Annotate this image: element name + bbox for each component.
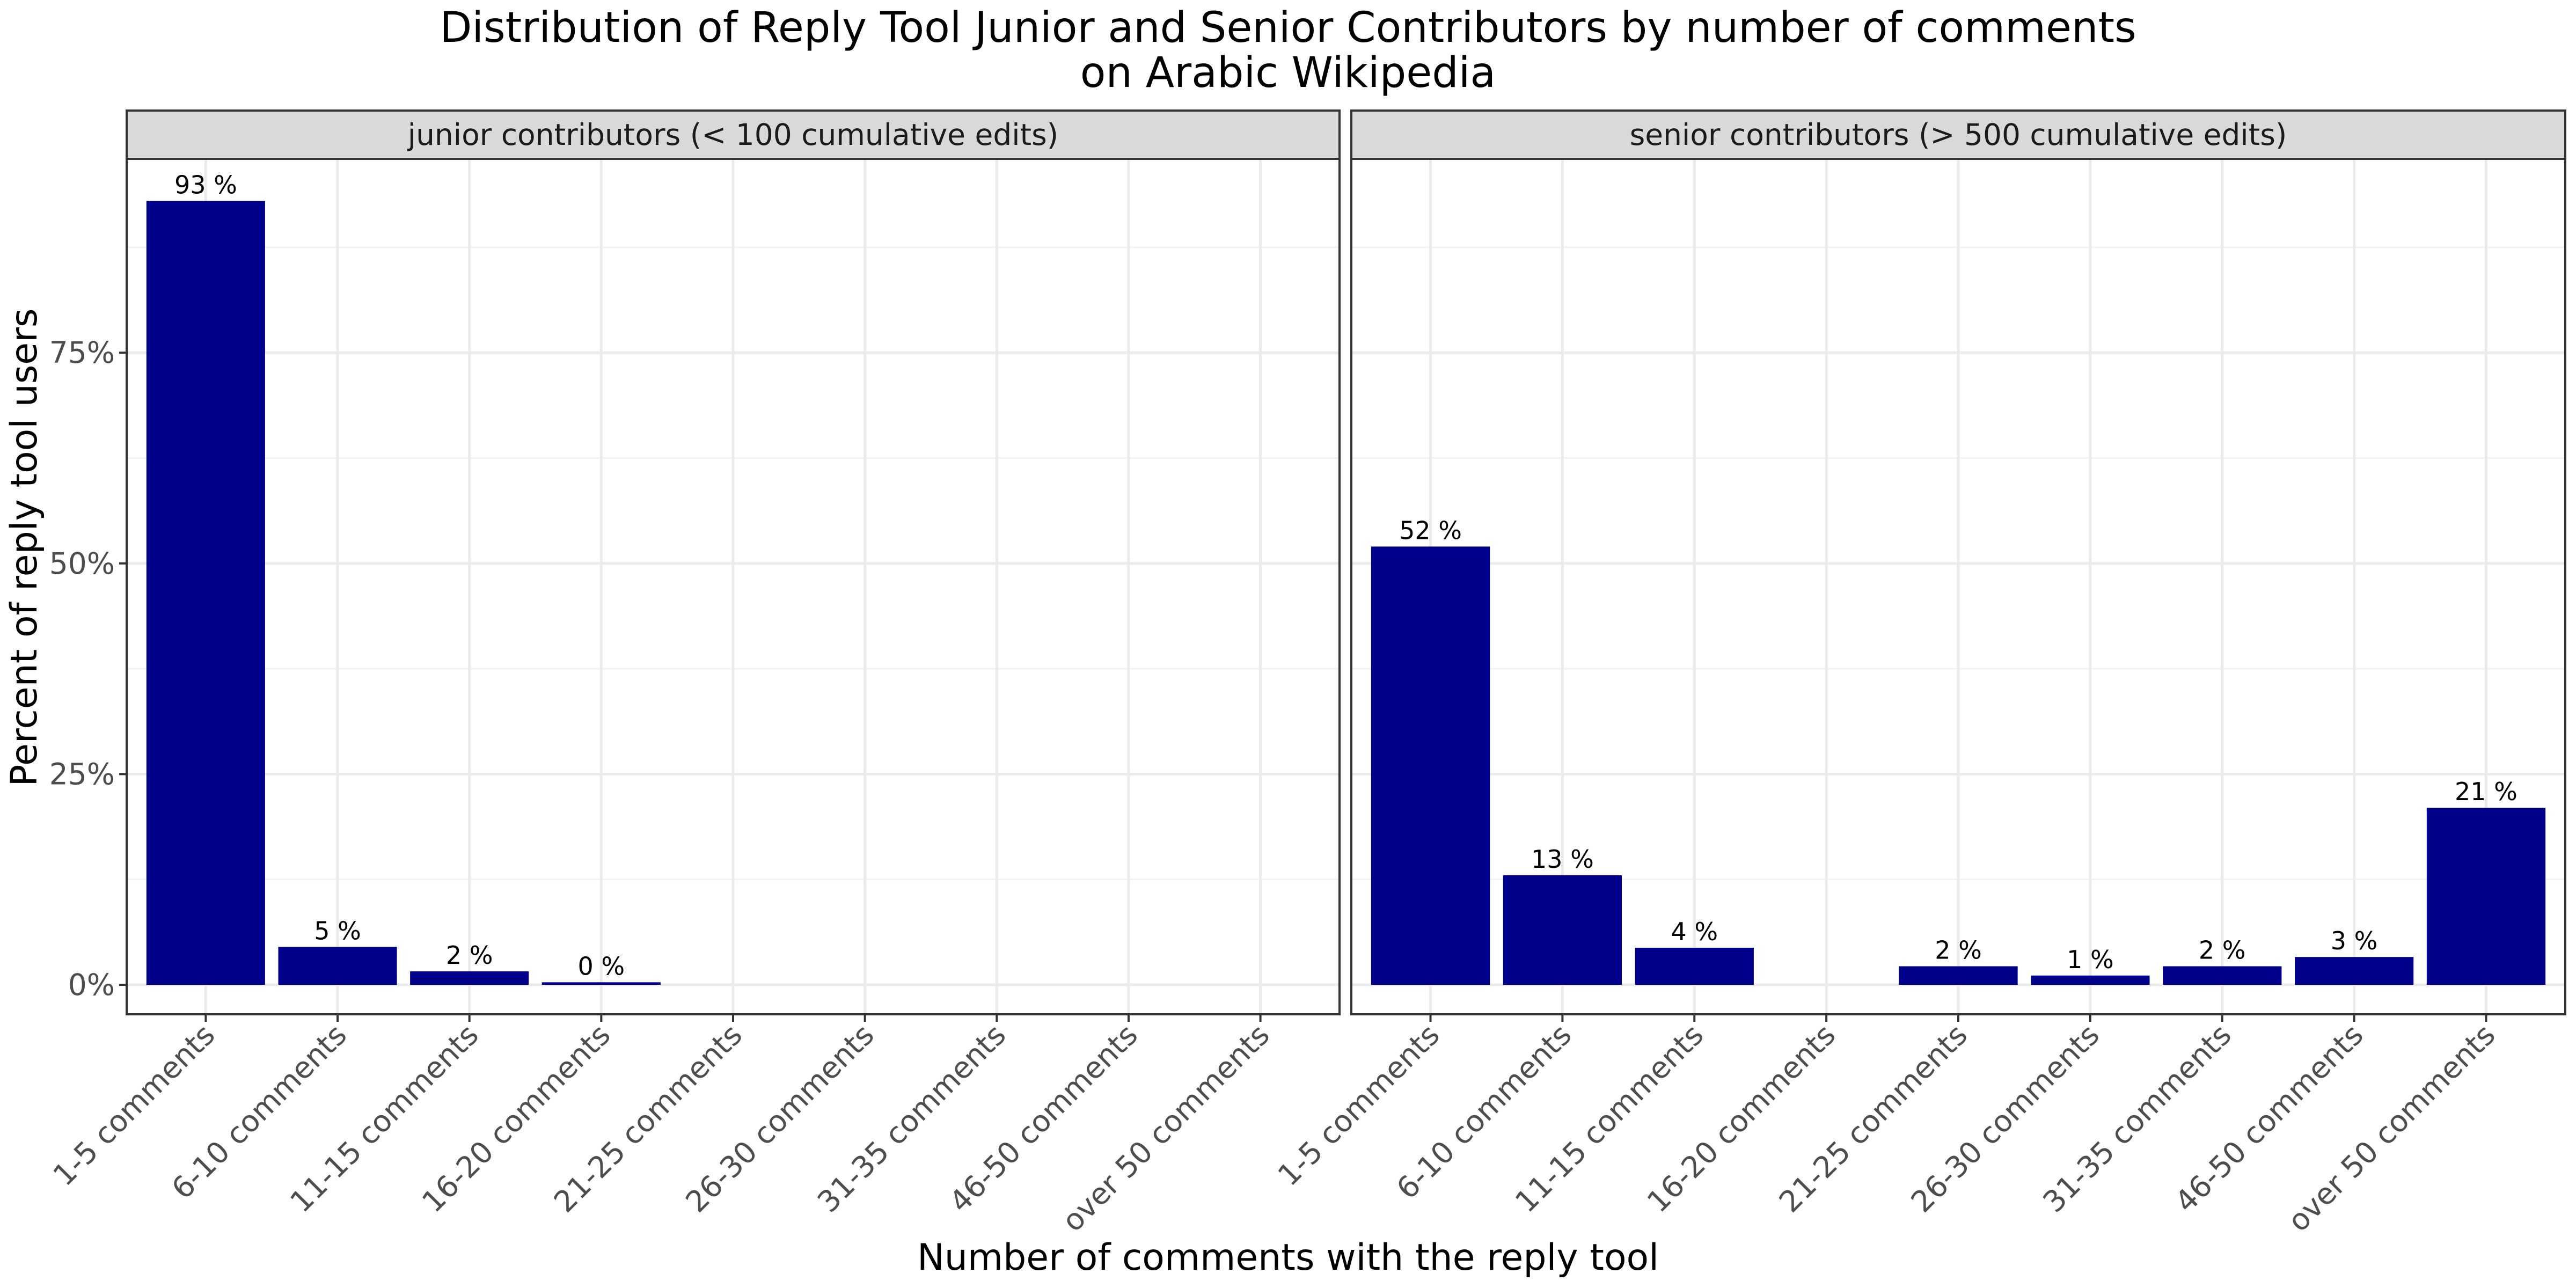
bar-senior-8 [2294, 957, 2414, 985]
bar-senior-7 [2163, 966, 2282, 985]
facet-strip [126, 109, 1341, 160]
x-axis-title: Number of comments with the reply tool [917, 1236, 1659, 1279]
bar-senior-9 [2426, 808, 2546, 985]
bar-junior-1 [146, 201, 265, 985]
bar-senior-5 [1899, 966, 2018, 985]
chart-title-line-1: Distribution of Reply Tool Junior and Se… [440, 4, 2136, 52]
bar-senior-2 [1503, 875, 1622, 985]
data-label: 1 % [2067, 945, 2114, 974]
bar-senior-1 [1371, 546, 1490, 985]
data-label: 0 % [578, 952, 625, 980]
y-tick-label: 0% [68, 968, 115, 1002]
bar-senior-6 [2031, 975, 2150, 985]
y-axis-title: Percent of reply tool users [3, 309, 46, 787]
bar-senior-3 [1635, 947, 1754, 985]
data-label: 21 % [2455, 777, 2518, 806]
data-label: 2 % [446, 941, 493, 970]
y-tick-label: 50% [49, 546, 115, 581]
data-label: 13 % [1531, 845, 1594, 874]
data-label: 2 % [1935, 935, 1982, 964]
data-label: 4 % [1671, 917, 1718, 946]
data-label: 93 % [174, 171, 237, 200]
data-label: 2 % [2199, 935, 2246, 964]
facet-strip-label: senior contributors (> 500 cumulative ed… [1630, 118, 2287, 152]
data-label: 52 % [1399, 516, 1462, 545]
facet-strip-label: junior contributors (< 100 cumulative ed… [407, 118, 1058, 152]
y-tick-label: 25% [49, 757, 115, 791]
facet-strip [1350, 109, 2566, 160]
bar-junior-3 [410, 971, 529, 985]
facet-panel-1: 93 % 5 % 2 % 0 % junior contributors (< 100 … [46, 109, 1341, 1238]
chart-title-line-2: on Arabic Wikipedia [1080, 49, 1496, 97]
bar-junior-2 [278, 947, 397, 985]
facet-panel-2: 52 % 13 % 4 % 2 % 1 % 2 % 3 % 21 % senior contri… [1271, 109, 2566, 1238]
data-label: 5 % [314, 916, 361, 945]
data-label: 3 % [2331, 926, 2378, 955]
bar-junior-4 [541, 982, 661, 985]
y-tick-label: 75% [49, 335, 115, 370]
